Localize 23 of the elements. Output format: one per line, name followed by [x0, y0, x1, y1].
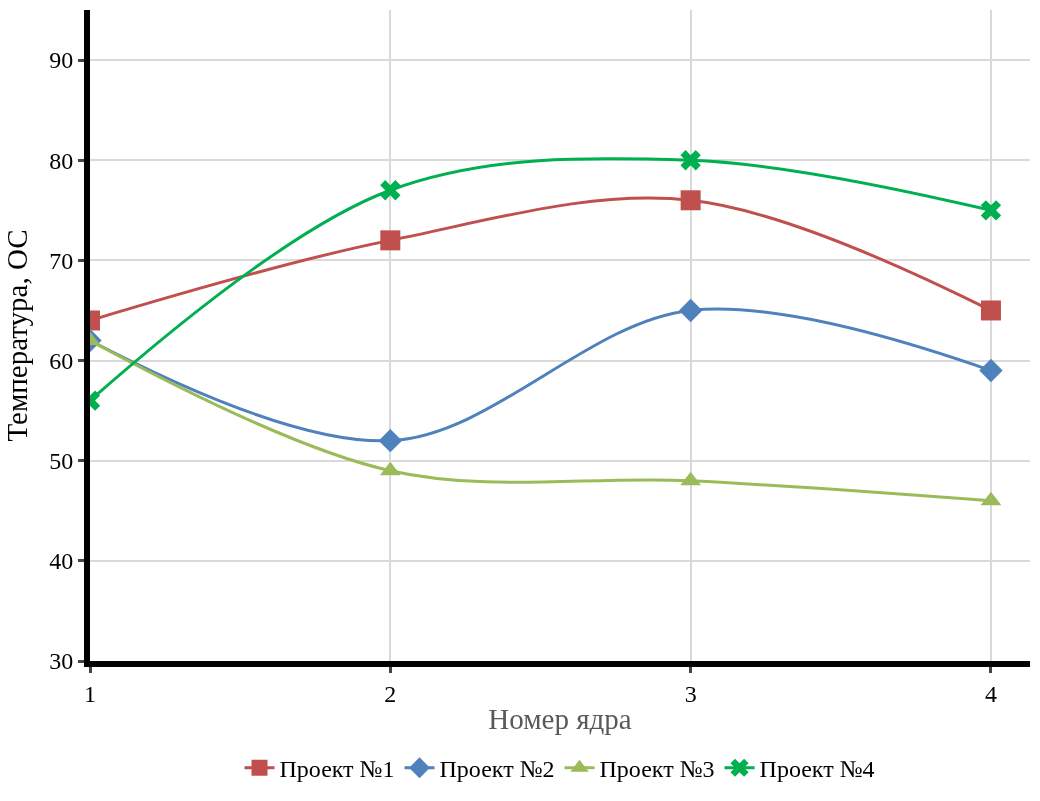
- point: [680, 150, 701, 171]
- x-tick-label: 2: [384, 680, 397, 707]
- point: [680, 190, 701, 211]
- legend-label: Проект №1: [279, 756, 395, 783]
- x-tick-label: 4: [984, 680, 997, 707]
- y-axis-title: Температура, ОС: [1, 229, 34, 442]
- point: [678, 298, 703, 323]
- y-tick-label: 60: [49, 347, 74, 374]
- x-tick-label: 3: [684, 680, 697, 707]
- x-axis-title: Номер ядра: [488, 703, 632, 736]
- y-tick-label: 30: [49, 648, 74, 675]
- y-tick-label: 70: [49, 247, 74, 274]
- x-tick-label: 1: [84, 680, 96, 707]
- y-tick-label: 90: [49, 47, 74, 74]
- point: [980, 300, 1001, 321]
- point: [980, 200, 1002, 221]
- legend-label: Проект №2: [439, 756, 555, 783]
- legend-label: Проект №4: [759, 756, 875, 783]
- point: [979, 358, 1003, 383]
- y-tick-label: 40: [49, 548, 74, 575]
- y-tick-label: 80: [49, 147, 74, 174]
- legend-label: Проект №3: [599, 756, 715, 783]
- y-tick-label: 50: [49, 448, 74, 475]
